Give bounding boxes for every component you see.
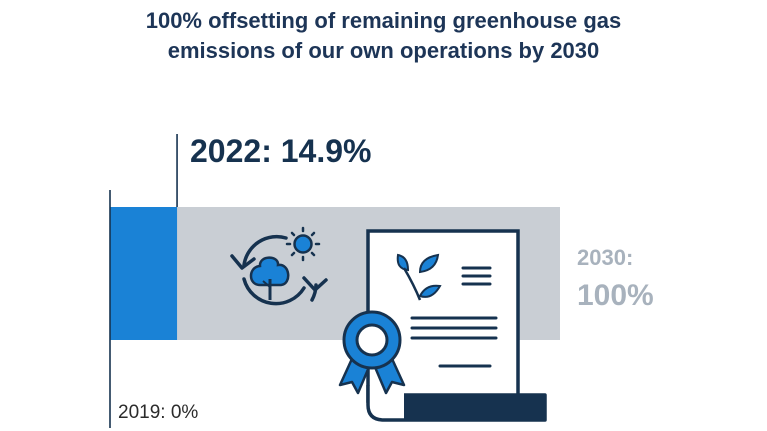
- award-ribbon-icon: [338, 310, 406, 395]
- target-year-label: 2030:: [577, 245, 634, 270]
- chart-title: 100% offsetting of remaining greenhouse …: [0, 6, 767, 66]
- chart-title-line-2: emissions of our own operations by 2030: [167, 38, 600, 63]
- baseline-value-label: 2019: 0%: [118, 402, 199, 423]
- current-progress-bar: [110, 207, 178, 340]
- current-value-label: 2022: 14.9%: [190, 133, 372, 169]
- leaf-icon: [396, 253, 442, 301]
- target-value-label: 100%: [577, 279, 654, 312]
- climate-cycle-icon: [230, 226, 328, 306]
- chart-title-line-1: 100% offsetting of remaining greenhouse …: [145, 8, 622, 33]
